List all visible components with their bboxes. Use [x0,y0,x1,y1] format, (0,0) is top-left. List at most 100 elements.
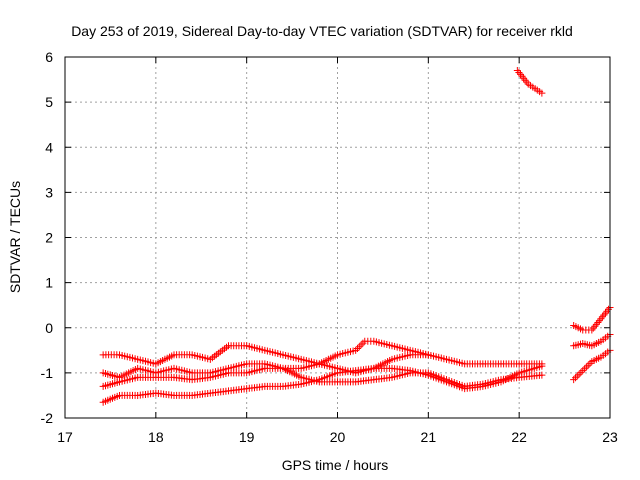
data-series-6 [570,303,614,334]
data-point-fill [227,385,248,395]
data-point-fill [391,342,412,354]
y-tick-label: 6 [45,49,53,65]
data-point-fill [209,365,230,376]
data-point-fill [300,361,321,372]
data-point-fill [245,383,266,392]
data-point-fill [372,338,393,349]
data-point-fill [318,352,339,367]
y-tick-label: 3 [45,184,53,200]
data-point-fill [154,352,176,367]
data-point-fill [208,343,230,362]
data-point-fill [154,390,175,399]
data-point-fill [572,323,584,333]
data-point-fill [599,348,612,359]
data-point-fill [209,387,230,397]
data-point-fill [102,370,121,381]
data-point-fill [598,305,612,321]
data-point-fill [582,326,593,334]
data-point-fill [102,379,121,390]
data-point [597,315,605,323]
data-point-fill [354,376,375,386]
data-point-fill [518,363,543,376]
data-point-fill [191,390,212,399]
data-point-fill [581,340,594,349]
data-point-fill [590,338,603,349]
data-series-2 [99,337,432,381]
data-point-fill [281,366,303,380]
data-point-fill [118,366,139,380]
data-point-fill [445,379,466,392]
data-point-fill [354,339,367,352]
x-tick-label: 19 [239,429,255,445]
data-point-fill [227,361,248,372]
data-series-5 [513,67,546,97]
data-point-fill [336,347,357,358]
data-point-fill [427,352,448,363]
data-point-fill [136,365,157,376]
data-point-fill [209,370,230,381]
y-tick-label: -1 [41,365,54,381]
data-point-fill [391,352,412,363]
data-point-fill [590,354,603,364]
data-point [538,362,546,370]
data-point [570,376,578,384]
data-point-fill [282,352,303,363]
x-tick-label: 18 [148,429,164,445]
y-tick-label: 2 [45,230,53,246]
data-point-fill [599,332,612,344]
x-tick-label: 17 [57,429,73,445]
data-point-fill [445,356,466,367]
data-point-fill [427,372,448,385]
data-point-fill [364,337,375,345]
data-point-fill [191,352,212,363]
data-point-fill [481,379,502,390]
data-point [588,326,596,334]
data-point-fill [245,342,266,354]
x-axis-label: GPS time / hours [282,457,389,473]
x-tick-label: 20 [330,429,346,445]
data-point-fill [409,367,430,378]
data-point-fill [572,340,584,349]
data-point-fill [102,392,121,405]
data-point-fill [263,347,284,358]
data-point-fill [318,370,339,383]
y-tick-label: 4 [45,139,53,155]
data-point-fill [589,317,603,332]
data-point-fill [409,347,430,358]
data-point-fill [136,356,157,367]
plot-frame [64,56,611,419]
data-point-fill [118,374,139,385]
data-point-fill [282,381,303,390]
data-point-fill [499,370,521,385]
data-point-fill [372,374,393,383]
y-axis-label: SDTVAR / TECUs [7,181,23,293]
data-point-fill [173,365,194,376]
data-point-fill [245,365,266,376]
chart-title: Day 253 of 2019, Sidereal Day-to-day VTE… [71,23,573,39]
data-series-8 [570,346,614,384]
data-points [99,67,614,406]
data-point-fill [515,69,531,86]
y-tick-label: 0 [45,320,53,336]
data-point-fill [136,390,157,399]
y-tick-label: -2 [41,410,54,426]
data-point-fill [300,376,321,387]
data-series-1 [99,342,546,377]
y-tick-label: 5 [45,94,53,110]
data-point [352,346,360,354]
data-point-fill [527,82,544,96]
data-series-4 [99,362,546,406]
y-tick-label: 1 [45,275,53,291]
x-tick-label: 22 [511,429,527,445]
data-point-fill [118,352,139,363]
data-point-fill [191,374,212,383]
data-point-fill [154,365,175,376]
data-point-fill [572,368,585,382]
data-series-7 [570,331,614,350]
x-tick-label: 23 [602,429,618,445]
data-point [538,371,546,379]
data-point [424,351,432,359]
data-point-fill [581,359,594,373]
